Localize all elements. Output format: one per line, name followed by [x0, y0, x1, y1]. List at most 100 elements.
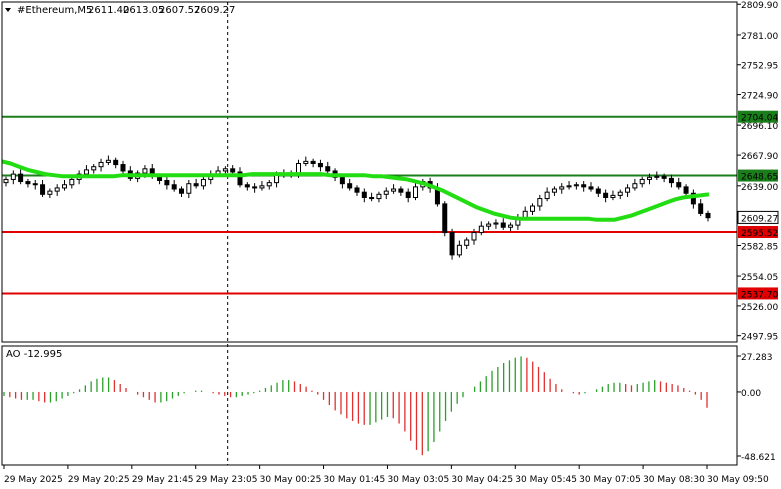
candle-body — [25, 181, 31, 185]
ao-tick-label: -48.621 — [741, 453, 776, 463]
candle-body — [617, 191, 623, 196]
candle-body — [244, 184, 250, 188]
candle-body — [508, 224, 514, 228]
candle-body — [171, 184, 177, 190]
ao-indicator-label: AO -12.995 — [6, 349, 62, 360]
candle-body — [62, 184, 67, 189]
time-tick-label: 30 May 09:50 — [707, 475, 769, 485]
ao-tick-label: 0.00 — [741, 389, 761, 399]
price-tick-label: 2781.00 — [741, 32, 778, 42]
candle-body — [683, 186, 689, 194]
candle-body — [339, 176, 345, 185]
candle-body — [610, 194, 616, 198]
candle-body — [588, 186, 594, 190]
level-price-tag — [738, 169, 778, 182]
candle-body — [705, 212, 711, 219]
candle-body — [354, 187, 360, 193]
candle-body — [10, 173, 16, 180]
time-tick-label: 30 May 04:25 — [451, 475, 513, 485]
candle-body — [3, 178, 9, 184]
candle-body — [113, 159, 119, 166]
candle-body — [18, 173, 24, 183]
candle-body — [142, 168, 148, 174]
candle-body — [530, 205, 535, 212]
candle-body — [464, 239, 470, 246]
candle-body — [259, 185, 265, 189]
time-tick-label: 29 May 23:05 — [196, 475, 258, 485]
time-tick-label: 29 May 21:45 — [132, 475, 194, 485]
candle-body — [654, 175, 660, 178]
time-axis: 29 May 2025 29 May 20:25 29 May 21:45 29 Ma… — [3, 465, 769, 485]
candle-body — [120, 164, 126, 172]
candle-body — [493, 222, 499, 225]
chart-frame — [1, 1, 738, 466]
current-price-tag — [737, 210, 779, 224]
candle-body — [186, 183, 192, 194]
time-tick-label: 30 May 00:25 — [260, 475, 322, 485]
level-price-tag — [738, 110, 778, 123]
candle-body — [603, 192, 609, 198]
candle-body — [369, 197, 375, 200]
level-price-text: 2537.70 — [741, 290, 778, 300]
symbol-label: #Ethereum,M5 — [17, 5, 92, 16]
price-plot — [1, 155, 711, 260]
candle-body — [559, 186, 565, 190]
price-tick-label: 2809.90 — [741, 1, 778, 11]
candle-body — [478, 225, 484, 234]
time-tick-label: 30 May 08:30 — [643, 475, 705, 485]
candle-body — [639, 178, 645, 185]
candle-body — [164, 180, 170, 186]
candle-body — [632, 183, 638, 189]
candle-body — [449, 232, 455, 256]
candle-body — [647, 176, 652, 180]
time-tick-label: 29 May 2025 — [4, 475, 63, 485]
time-tick-label: 30 May 01:45 — [324, 475, 386, 485]
candle-body — [566, 185, 572, 188]
ao-tick-label: 27.283 — [741, 353, 773, 363]
candle-body — [40, 184, 46, 195]
candle-body — [274, 174, 280, 184]
ohlc-low: 2607.57 — [159, 5, 200, 16]
price-tick-label: 2582.85 — [741, 242, 778, 252]
candle-body — [69, 178, 75, 186]
candle-body — [325, 166, 331, 172]
main-panel-border — [1, 1, 738, 343]
candle-body — [347, 183, 353, 189]
candle-body — [625, 187, 631, 193]
level-price-tag — [738, 226, 778, 239]
price-tick-label: 2667.90 — [741, 152, 778, 162]
time-tick-label: 30 May 03:05 — [387, 475, 449, 485]
candle-body — [237, 171, 243, 186]
candle-body — [91, 166, 97, 171]
candle-body — [661, 175, 667, 179]
price-tick-label: 2724.90 — [741, 92, 778, 102]
price-tick-label: 2696.10 — [741, 122, 778, 132]
candle-body — [83, 169, 89, 175]
ao-axis: 27.283 0.00 -48.621 — [737, 353, 776, 463]
candle-body — [252, 186, 258, 189]
candle-body — [98, 161, 104, 168]
time-tick-label: 29 May 20:25 — [68, 475, 130, 485]
collapse-triangle-icon[interactable] — [5, 8, 11, 12]
price-axis: 2809.90 2781.00 2752.95 2724.90 2696.10 2667.… — [737, 1, 779, 343]
candle-body — [456, 244, 462, 256]
candle-body — [668, 177, 674, 184]
level-price-text: 2704.04 — [741, 114, 778, 124]
candle-body — [230, 168, 236, 173]
level-price-tag — [738, 287, 778, 300]
candle-body — [537, 198, 543, 207]
level-price-text: 2595.52 — [741, 229, 778, 239]
horizontal-levels — [2, 115, 737, 295]
price-tick-label: 2497.95 — [741, 333, 778, 343]
chart-header: #Ethereum,M5 2611.40 2613.05 2607.57 260… — [5, 5, 235, 16]
candle-body — [383, 190, 389, 195]
price-tick-label: 2752.95 — [741, 62, 778, 72]
candle-body — [405, 191, 411, 198]
level-price-text: 2648.65 — [741, 173, 778, 183]
candle-body — [179, 188, 184, 194]
candle-body — [413, 186, 418, 198]
candle-body — [200, 178, 206, 187]
candle-body — [105, 159, 111, 163]
candle-body — [47, 190, 53, 195]
ao-panel-border — [1, 345, 738, 466]
